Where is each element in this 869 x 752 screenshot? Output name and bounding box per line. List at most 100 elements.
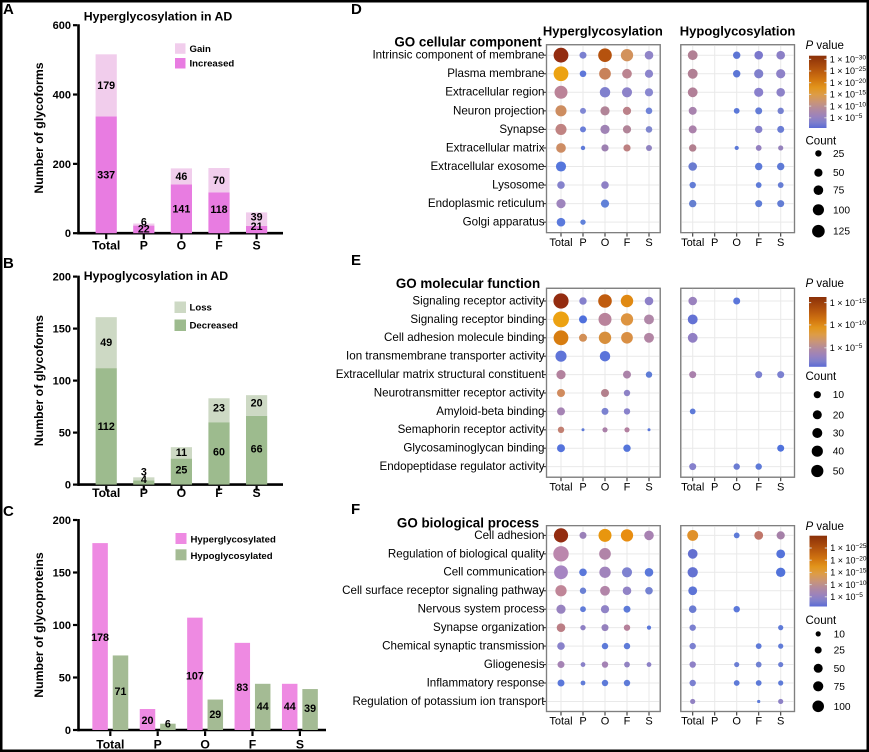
svg-text:3: 3 [141, 466, 147, 478]
svg-text:Number of glycoforms: Number of glycoforms [32, 62, 46, 193]
svg-text:Decreased: Decreased [190, 320, 239, 331]
svg-text:0: 0 [65, 480, 71, 492]
svg-text:Synapse organization: Synapse organization [433, 621, 545, 634]
svg-text:6: 6 [141, 216, 147, 228]
svg-text:1 × 10−25: 1 × 10−25 [830, 543, 867, 553]
svg-text:Hypoglycosylation in AD: Hypoglycosylation in AD [84, 269, 229, 283]
svg-text:1 × 10−10: 1 × 10−10 [830, 580, 867, 590]
svg-text:Extracellular region: Extracellular region [445, 86, 544, 99]
svg-text:Cell surface receptor signalin: Cell surface receptor signaling pathway [342, 584, 545, 597]
svg-text:Total: Total [92, 239, 120, 253]
svg-text:F: F [624, 716, 631, 728]
svg-text:20: 20 [142, 715, 154, 727]
svg-text:60: 60 [213, 447, 225, 459]
svg-text:49: 49 [100, 337, 112, 349]
svg-text:Total: Total [549, 237, 572, 249]
svg-text:Lysosome: Lysosome [492, 178, 544, 191]
svg-text:39: 39 [304, 703, 316, 715]
svg-text:Count: Count [806, 371, 837, 383]
svg-text:Total: Total [549, 716, 572, 728]
svg-text:20: 20 [251, 398, 263, 410]
svg-text:P: P [154, 738, 162, 752]
svg-text:Count: Count [806, 136, 837, 148]
svg-text:Hypoglycosylation: Hypoglycosylation [680, 23, 796, 38]
svg-text:Total: Total [681, 716, 704, 728]
svg-text:30: 30 [833, 429, 845, 440]
svg-text:F: F [624, 237, 631, 249]
svg-text:1 × 10−10: 1 × 10−10 [830, 320, 867, 330]
svg-text:GO molecular function: GO molecular function [396, 276, 540, 291]
svg-text:46: 46 [175, 171, 187, 183]
svg-text:GO biological process: GO biological process [397, 516, 539, 531]
svg-text:0: 0 [65, 725, 71, 737]
svg-text:50: 50 [59, 428, 71, 440]
svg-text:S: S [645, 481, 652, 493]
svg-text:F: F [249, 738, 256, 752]
svg-text:6: 6 [165, 719, 171, 731]
svg-text:Increased: Increased [190, 59, 235, 70]
svg-text:S: S [777, 237, 784, 249]
svg-text:P: P [711, 237, 718, 249]
svg-text:141: 141 [172, 203, 190, 215]
svg-text:S: S [296, 738, 304, 752]
svg-text:178: 178 [91, 632, 109, 644]
svg-text:0: 0 [65, 228, 71, 240]
svg-text:83: 83 [236, 682, 248, 694]
svg-text:Hyperglycosylation in AD: Hyperglycosylation in AD [84, 9, 233, 23]
svg-text:B: B [3, 255, 14, 272]
svg-text:1 × 10−5: 1 × 10−5 [830, 343, 863, 353]
svg-text:600: 600 [53, 20, 71, 32]
svg-text:Glycosaminoglycan binding: Glycosaminoglycan binding [403, 442, 544, 455]
svg-text:P: P [711, 481, 718, 493]
svg-text:Extracellular exosome: Extracellular exosome [430, 160, 544, 173]
svg-text:E: E [351, 252, 361, 269]
svg-text:40: 40 [833, 447, 845, 458]
svg-text:23: 23 [213, 403, 225, 415]
svg-text:150: 150 [53, 324, 71, 336]
svg-text:F: F [755, 716, 762, 728]
svg-text:Signaling receptor binding: Signaling receptor binding [410, 313, 544, 326]
svg-text:O: O [177, 239, 186, 253]
svg-text:Synapse: Synapse [499, 123, 544, 136]
svg-text:S: S [777, 716, 784, 728]
svg-text:150: 150 [53, 568, 71, 580]
svg-text:44: 44 [284, 701, 296, 713]
svg-text:10: 10 [834, 629, 846, 640]
svg-text:50: 50 [834, 664, 846, 675]
svg-text:Semaphorin receptor activity: Semaphorin receptor activity [398, 423, 545, 436]
svg-text:1 × 10−30: 1 × 10−30 [830, 55, 867, 65]
svg-text:118: 118 [210, 204, 227, 216]
svg-text:S: S [645, 716, 652, 728]
svg-text:Cell adhesion molecule binding: Cell adhesion molecule binding [384, 331, 544, 344]
svg-text:22: 22 [138, 224, 150, 236]
svg-text:21: 21 [251, 221, 263, 233]
svg-text:P: P [579, 237, 586, 249]
svg-text:Cell adhesion: Cell adhesion [474, 529, 544, 542]
svg-text:1 × 10−25: 1 × 10−25 [830, 66, 867, 76]
svg-text:39: 39 [251, 212, 263, 224]
svg-text:P: P [140, 486, 148, 500]
svg-text:1 × 10−5: 1 × 10−5 [830, 592, 863, 602]
svg-text:100: 100 [53, 620, 71, 632]
svg-text:Regulation of biological quali: Regulation of biological quality [388, 547, 545, 560]
svg-text:Extracellular matrix structura: Extracellular matrix structural constitu… [336, 368, 546, 381]
svg-text:Hyperglycosylation: Hyperglycosylation [543, 23, 663, 38]
svg-text:S: S [777, 481, 784, 493]
svg-text:70: 70 [213, 175, 225, 187]
svg-text:P value: P value [806, 521, 844, 533]
svg-text:Total: Total [96, 738, 124, 752]
svg-text:Gain: Gain [190, 44, 211, 55]
svg-text:D: D [351, 1, 362, 18]
svg-text:O: O [601, 237, 610, 249]
svg-text:O: O [601, 716, 610, 728]
svg-text:25: 25 [833, 149, 845, 160]
svg-text:11: 11 [176, 447, 187, 459]
svg-text:Ion transmembrane transporter: Ion transmembrane transporter activity [346, 350, 545, 363]
svg-text:Amyloid-beta binding: Amyloid-beta binding [436, 405, 544, 418]
svg-text:A: A [3, 1, 14, 18]
svg-text:112: 112 [98, 421, 115, 433]
svg-text:P: P [711, 716, 718, 728]
svg-text:20: 20 [833, 410, 845, 421]
svg-text:50: 50 [833, 168, 845, 179]
svg-text:200: 200 [53, 515, 71, 527]
